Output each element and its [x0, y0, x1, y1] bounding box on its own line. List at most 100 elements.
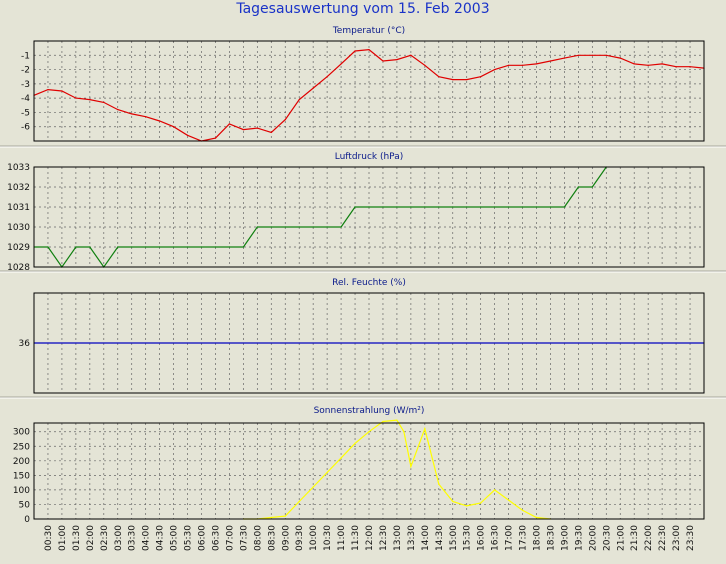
chart-3-point-18 [480, 502, 482, 504]
chart-0-title: Temperatur (°C) [332, 26, 405, 36]
x-tick-16: 08:30 [267, 525, 277, 551]
x-tick-4: 02:30 [100, 525, 110, 551]
x-tick-28: 14:30 [435, 525, 445, 551]
chart-0-point-26 [396, 59, 398, 61]
chart-0-point-40 [591, 54, 593, 56]
x-tick-6: 03:30 [128, 525, 138, 551]
chart-0-point-27 [410, 54, 412, 56]
chart-0-point-24 [368, 49, 370, 51]
chart-0-point-41 [605, 54, 607, 56]
chart-0-point-33 [494, 69, 496, 71]
chart-3-ytick-5: 50 [19, 500, 31, 510]
x-tick-24: 12:30 [379, 525, 389, 551]
chart-1-ytick-5: 1028 [7, 263, 30, 273]
chart-3-title: Sonnenstrahlung (W/m²) [314, 406, 425, 416]
chart-0-point-32 [480, 76, 482, 78]
x-tick-22: 11:30 [351, 525, 361, 551]
chart-3-point-19 [494, 489, 496, 491]
chart-0-point-44 [647, 64, 649, 66]
chart-1-title: Luftdruck (hPa) [335, 152, 404, 162]
chart-1-point-11 [186, 246, 189, 248]
x-tick-8: 04:30 [156, 525, 166, 551]
chart-0-point-39 [577, 54, 580, 56]
chart-3-point-13 [410, 466, 412, 468]
x-tick-38: 19:30 [574, 525, 584, 551]
x-tick-0: 00:30 [44, 525, 54, 551]
chart-1-point-34 [508, 206, 510, 208]
chart-0-ytick-3: -4 [21, 94, 30, 104]
chart-3-point-4 [298, 500, 300, 503]
x-tick-34: 17:30 [519, 525, 529, 551]
chart-3-point-8 [354, 442, 356, 444]
x-tick-3: 02:00 [86, 525, 96, 551]
x-tick-1: 01:00 [58, 525, 68, 551]
chart-0-ytick-4: -5 [21, 108, 30, 118]
chart-3-point-3 [284, 515, 286, 517]
chart-1-ytick-3: 1030 [7, 223, 30, 233]
chart-0-ytick-2: -3 [21, 80, 30, 90]
chart-3-point-11 [396, 419, 398, 421]
chart-1-point-36 [535, 206, 538, 208]
chart-3-point-21 [521, 509, 524, 511]
chart-1-point-38 [563, 206, 566, 208]
chart-1-point-15 [242, 246, 244, 248]
chart-1-ytick-0: 1033 [7, 163, 30, 173]
chart-0-point-16 [256, 127, 258, 129]
chart-1-point-29 [438, 206, 440, 208]
chart-0-point-23 [354, 50, 356, 52]
chart-1-ytick-1: 1032 [7, 183, 30, 193]
x-tick-30: 15:30 [463, 525, 473, 551]
chart-1-point-30 [452, 206, 454, 208]
chart-1-frame [33, 166, 705, 268]
chart-3-ytick-1: 250 [13, 442, 30, 452]
chart-0-point-28 [424, 64, 426, 66]
x-tick-23: 12:00 [365, 525, 375, 551]
chart-1-point-28 [424, 206, 426, 208]
chart-2-frame [33, 292, 705, 394]
x-tick-21: 11:00 [337, 525, 347, 551]
chart-0-point-37 [549, 60, 552, 62]
x-tick-26: 13:30 [407, 525, 417, 551]
chart-1-point-8 [145, 246, 147, 248]
x-tick-27: 14:00 [421, 525, 431, 551]
chart-3-ytick-3: 150 [13, 471, 30, 481]
x-tick-14: 07:30 [239, 525, 249, 551]
chart-0-point-14 [228, 123, 230, 125]
chart-1-point-7 [131, 246, 133, 248]
chart-0-point-11 [186, 134, 189, 136]
chart-3-point-10 [382, 420, 384, 423]
chart-1-point-33 [494, 206, 496, 208]
chart-3-series-0 [243, 419, 551, 520]
chart-1-point-37 [549, 206, 552, 208]
chart-1-point-16 [256, 226, 258, 228]
chart-3-point-5 [312, 486, 314, 488]
chart-0-point-18 [284, 119, 286, 121]
chart-1-point-23 [354, 206, 356, 208]
x-tick-29: 15:00 [449, 525, 459, 551]
chart-1-point-40 [591, 186, 593, 188]
chart-0-point-17 [270, 131, 272, 133]
chart-1-ytick-2: 1031 [7, 203, 30, 213]
chart-1-point-12 [200, 246, 203, 248]
chart-1-point-10 [173, 246, 175, 248]
x-tick-12: 06:30 [211, 525, 221, 551]
chart-3-ytick-4: 100 [13, 486, 30, 496]
chart-0-point-8 [145, 116, 147, 118]
x-tick-45: 23:00 [672, 525, 682, 551]
x-tick-36: 18:30 [546, 525, 556, 551]
x-tick-35: 18:00 [533, 525, 543, 551]
chart-3-point-2 [270, 516, 272, 519]
chart-0-point-45 [661, 63, 663, 65]
chart-0-point-15 [242, 129, 244, 131]
chart-1-point-6 [117, 246, 119, 248]
chart-1-point-31 [466, 206, 468, 208]
x-tick-41: 21:00 [616, 525, 626, 551]
chart-0-point-6 [117, 109, 119, 111]
chart-0-point-38 [563, 57, 566, 59]
x-tick-19: 10:00 [309, 525, 319, 551]
chart-0-point-19 [298, 99, 300, 101]
chart-0-point-42 [619, 57, 621, 59]
chart-1-point-1 [47, 246, 49, 248]
x-tick-7: 04:00 [142, 525, 152, 551]
